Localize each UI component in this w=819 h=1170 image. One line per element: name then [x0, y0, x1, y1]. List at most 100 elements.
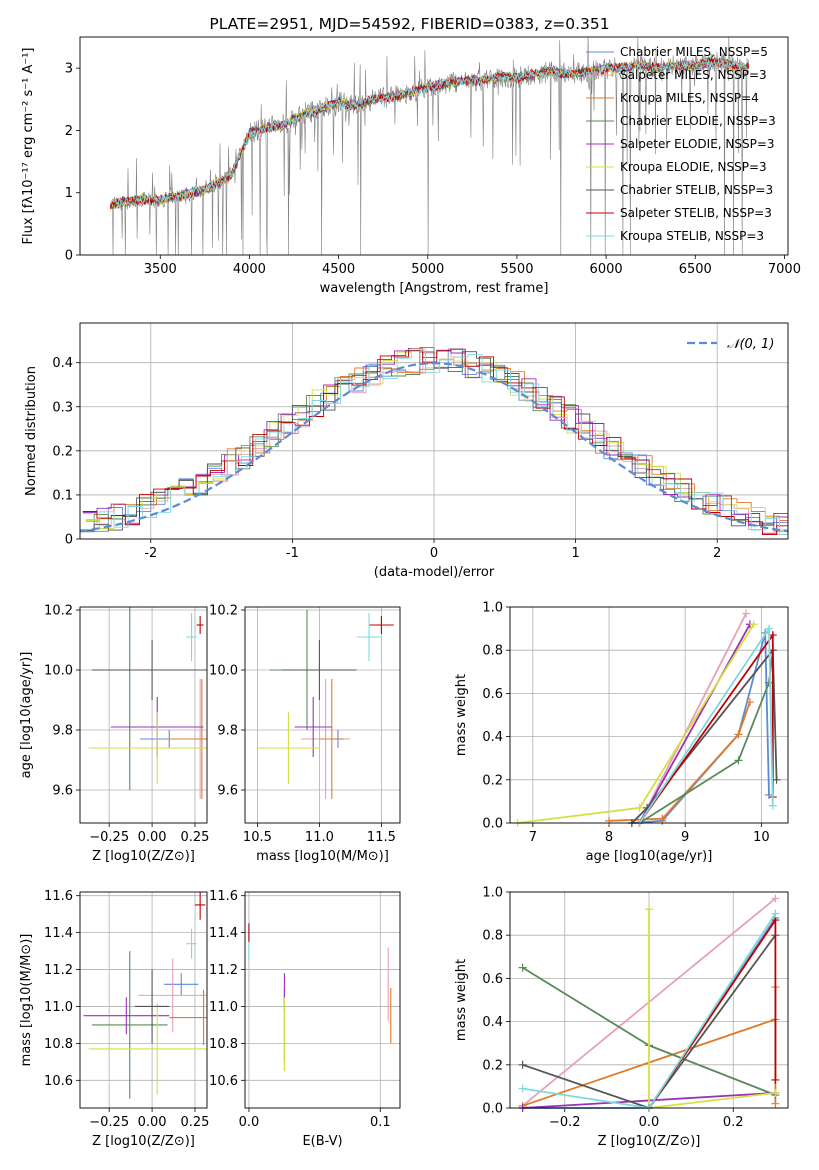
- tick-label-x: 0.00: [138, 830, 167, 845]
- data-point-marker: [771, 1075, 780, 1084]
- panel-age-vs-mass: [241, 607, 400, 827]
- tick-label-y: 1.0: [482, 886, 503, 901]
- mass-weight-line: [638, 623, 751, 824]
- panel-cumulative-mass-weight-vs-age: [506, 606, 788, 827]
- data-point-marker: [749, 620, 758, 629]
- tick-label-x: 0.00: [138, 1115, 167, 1130]
- data-point-marker: [771, 1099, 780, 1108]
- tick-label-y: 0.8: [482, 644, 503, 659]
- data-point-marker: [768, 801, 777, 810]
- tick-label-x: 11.0: [305, 830, 334, 845]
- tick-label-x: 11.5: [367, 830, 396, 845]
- tick-label-y: 11.6: [209, 889, 238, 904]
- y-axis-label: Normed distribution: [24, 366, 39, 496]
- data-point-marker: [742, 609, 751, 618]
- tick-label-x: -2: [144, 546, 157, 561]
- tick-label-y: 0.6: [482, 687, 503, 702]
- tick-label-x: 0.25: [181, 1115, 210, 1130]
- tick-label-x: 10.5: [243, 830, 272, 845]
- y-axis-label: age [log10(age/yr)]: [19, 652, 34, 779]
- tick-label-y: 1: [65, 186, 73, 201]
- axes-frame: [244, 891, 401, 1109]
- tick-label-x: 7000: [768, 262, 801, 277]
- legend-entry: Chabrier MILES, NSSP=5: [620, 45, 768, 59]
- tick-label-y: 0.0: [482, 817, 503, 832]
- x-axis-label: age [log10(age/yr)]: [586, 849, 713, 864]
- tick-label-y: 11.2: [44, 963, 73, 978]
- tick-label-y: 0.6: [482, 972, 503, 987]
- tick-label-y: 0: [65, 249, 73, 264]
- tick-label-x: -1: [286, 546, 299, 561]
- residual-histogram: [82, 348, 788, 535]
- tick-label-x: 6500: [679, 262, 712, 277]
- panel-residual-distribution: [76, 323, 788, 543]
- tick-label-x: 8: [605, 830, 613, 845]
- tick-label-x: 7: [529, 830, 537, 845]
- y-axis-label: mass weight: [454, 674, 469, 756]
- figure-title: PLATE=2951, MJD=54592, FIBERID=0383, z=0…: [209, 15, 609, 33]
- data-point-marker: [771, 1088, 780, 1097]
- axes-frame: [79, 36, 789, 256]
- tick-label-y: 11.0: [209, 1000, 238, 1015]
- tick-label-x: 1: [571, 546, 579, 561]
- mass-weight-line: [517, 623, 755, 824]
- tick-label-y: 0.3: [52, 400, 73, 415]
- residual-histogram: [80, 346, 788, 532]
- tick-label-y: 10.8: [44, 1037, 73, 1052]
- legend-entry: Chabrier STELIB, NSSP=3: [620, 183, 773, 197]
- observed-spectrum: [110, 37, 749, 255]
- residual-histogram: [80, 348, 788, 533]
- y-axis-label: Flux [fλ10⁻¹⁷ erg cm⁻² s⁻¹ A⁻¹]: [21, 48, 36, 245]
- tick-label-x: 6000: [590, 262, 623, 277]
- legend-entry: 𝒩(0, 1): [727, 337, 774, 352]
- data-point-marker: [745, 698, 754, 707]
- tick-label-x: 0.2: [723, 1115, 744, 1130]
- residual-histogram: [85, 358, 788, 522]
- residual-histogram: [80, 350, 788, 536]
- tick-label-y: 10.0: [44, 664, 73, 679]
- legend-entry: Salpeter STELIB, NSSP=3: [620, 206, 772, 220]
- tick-label-y: 11.0: [44, 1000, 73, 1015]
- tick-label-x: 5500: [500, 262, 533, 277]
- tick-label-x: 0: [430, 546, 438, 561]
- tick-label-y: 3: [65, 62, 73, 77]
- data-point-marker: [645, 905, 653, 914]
- x-axis-label: Z [log10(Z/Z⊙)]: [92, 849, 195, 864]
- x-axis-label: mass [log10(M/M⊙)]: [256, 849, 389, 864]
- tick-label-y: 10.2: [44, 604, 73, 619]
- mass-weight-line: [638, 632, 774, 824]
- axes-frame: [244, 606, 401, 824]
- axes-frame: [509, 891, 789, 1109]
- y-axis-label: mass weight: [454, 959, 469, 1041]
- normal-curve: [79, 361, 789, 533]
- legend-entry: Kroupa MILES, NSSP=4: [620, 91, 759, 105]
- tick-label-y: 10.6: [44, 1074, 73, 1089]
- tick-label-y: 0.8: [482, 929, 503, 944]
- data-point-marker: [518, 963, 527, 972]
- tick-label-y: 11.6: [44, 889, 73, 904]
- tick-label-x: 4000: [233, 262, 266, 277]
- axes-frame: [509, 606, 789, 824]
- panel-mass-vs-EBV: [241, 892, 400, 1112]
- mass-weight-line: [608, 701, 751, 822]
- axes-frame: [79, 891, 208, 1109]
- data-point-marker: [771, 894, 780, 903]
- data-point-marker: [518, 1084, 527, 1093]
- x-axis-label: Z [log10(Z/Z⊙)]: [92, 1134, 195, 1149]
- tick-label-y: 10.6: [209, 1074, 238, 1089]
- tick-label-x: −0.25: [89, 1115, 129, 1130]
- tick-label-y: 2: [65, 124, 73, 139]
- tick-label-x: 4500: [322, 262, 355, 277]
- tick-label-y: 9.8: [217, 724, 238, 739]
- data-point-marker: [771, 909, 780, 918]
- panel-mass-weight-vs-Z: [506, 891, 788, 1112]
- tick-label-y: 0.2: [52, 444, 73, 459]
- axes-frame: [79, 322, 789, 540]
- data-point-marker: [518, 1060, 527, 1069]
- tick-label-y: 11.4: [209, 926, 238, 941]
- tick-label-y: 10.8: [209, 1037, 238, 1052]
- tick-label-x: 3500: [144, 262, 177, 277]
- data-point-marker: [772, 775, 781, 784]
- tick-label-y: 0.4: [482, 1015, 503, 1030]
